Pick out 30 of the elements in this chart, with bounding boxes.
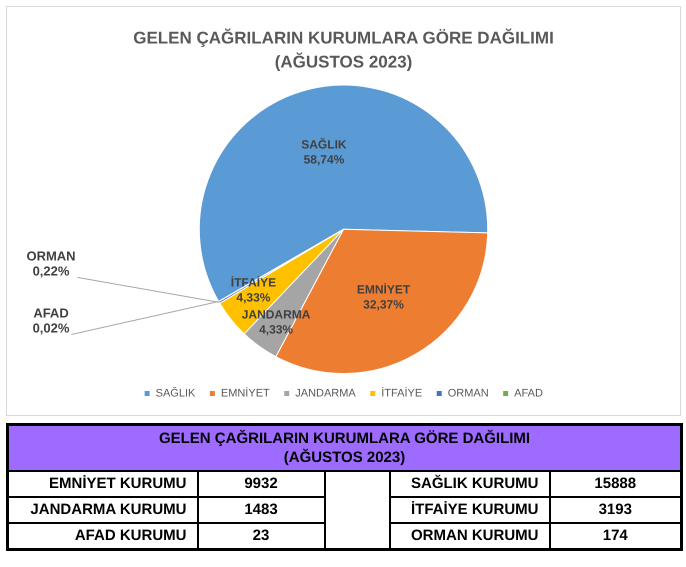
category-label: AFAD KURUMU: [8, 523, 198, 550]
category-label: EMNİYET KURUMU: [8, 471, 198, 497]
data-label: 15888: [550, 471, 682, 497]
data-label: 23: [198, 523, 324, 550]
data-label: 58,74%: [304, 152, 345, 166]
category-label: SAĞLIK KURUMU: [390, 471, 550, 497]
legend-label: SAĞLIK: [156, 386, 196, 400]
data-label: 0,02%: [32, 320, 70, 336]
legend-label: İTFAİYE: [381, 386, 422, 400]
slice-label: AFAD: [33, 306, 69, 321]
data-label: 174: [550, 523, 682, 550]
data-label: 4,33%: [236, 290, 271, 305]
category-label: ORMAN KURUMU: [390, 523, 550, 550]
category-label: JANDARMA KURUMU: [8, 497, 198, 523]
slice-label: ORMAN: [26, 248, 76, 264]
legend-label: JANDARMA: [295, 388, 356, 400]
data-label: 3193: [550, 497, 682, 523]
data-label: 1483: [198, 497, 324, 523]
text: GELEN ÇAĞRILARIN KURUMLARA GÖRE DAĞILIMI (AĞUSTOS 2023): [8, 424, 682, 471]
slice-label: İTFAİYE: [230, 276, 276, 290]
data-label: 32,37%: [363, 298, 404, 312]
data-label: 0,22%: [32, 263, 70, 278]
slice-label: EMNİYET: [356, 282, 411, 297]
data-label: 9932: [198, 471, 324, 497]
chart-title: GELEN ÇAĞRILARIN KURUMLARA GÖRE DAĞILIMI (AĞUSTOS 2023): [133, 28, 554, 72]
legend-label: AFAD: [514, 388, 543, 400]
category-label: İTFAİYE KURUMU: [390, 497, 550, 523]
legend-label: EMNİYET: [220, 386, 270, 400]
slice-label: SAĞLIK: [301, 137, 347, 152]
legend-label: ORMAN: [448, 388, 489, 400]
